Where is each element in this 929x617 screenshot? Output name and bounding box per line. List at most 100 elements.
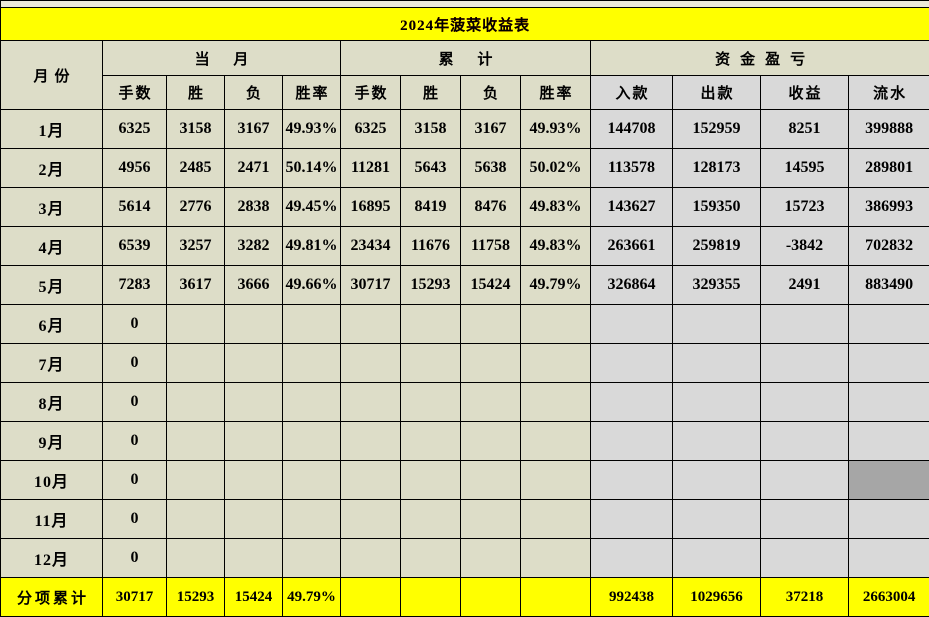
cell-withdraw[interactable]: [673, 539, 761, 578]
cell-cm-hands[interactable]: 0: [103, 344, 167, 383]
cell-withdraw[interactable]: 259819: [673, 227, 761, 266]
cell-month[interactable]: 2月: [1, 149, 103, 188]
cell-cm-loss[interactable]: 3666: [225, 266, 283, 305]
cell-month[interactable]: 9月: [1, 422, 103, 461]
cell-profit[interactable]: [761, 422, 849, 461]
cell-cm-win[interactable]: [167, 461, 225, 500]
cell-withdraw[interactable]: [673, 383, 761, 422]
cell-cm-loss[interactable]: 3167: [225, 110, 283, 149]
cell-month[interactable]: 6月: [1, 305, 103, 344]
cell-cm-winrate[interactable]: [283, 461, 341, 500]
cell-month[interactable]: 5月: [1, 266, 103, 305]
cell-cum-winrate[interactable]: [521, 305, 591, 344]
total-label[interactable]: 分项累计: [1, 578, 103, 617]
cell-turnover[interactable]: 289801: [849, 149, 929, 188]
cell-deposit[interactable]: [591, 500, 673, 539]
cell-cum-loss[interactable]: [461, 500, 521, 539]
cell-turnover[interactable]: 386993: [849, 188, 929, 227]
total-cm-hands[interactable]: 30717: [103, 578, 167, 617]
cell-profit[interactable]: 8251: [761, 110, 849, 149]
cell-month[interactable]: 3月: [1, 188, 103, 227]
cell-cum-hands[interactable]: [341, 344, 401, 383]
cell-withdraw[interactable]: [673, 422, 761, 461]
total-cum-loss[interactable]: [461, 578, 521, 617]
cell-cm-win[interactable]: [167, 383, 225, 422]
cell-cm-hands[interactable]: 0: [103, 539, 167, 578]
cell-withdraw[interactable]: 152959: [673, 110, 761, 149]
cell-cm-win[interactable]: [167, 344, 225, 383]
cell-month[interactable]: 8月: [1, 383, 103, 422]
cell-cum-loss[interactable]: [461, 539, 521, 578]
cell-cum-winrate[interactable]: [521, 461, 591, 500]
cell-cm-win[interactable]: 2776: [167, 188, 225, 227]
cell-turnover[interactable]: [849, 539, 929, 578]
cell-withdraw[interactable]: 159350: [673, 188, 761, 227]
cell-cm-loss[interactable]: [225, 305, 283, 344]
cell-deposit[interactable]: [591, 305, 673, 344]
total-cm-win[interactable]: 15293: [167, 578, 225, 617]
cell-cm-hands[interactable]: 5614: [103, 188, 167, 227]
cell-cum-win[interactable]: [401, 539, 461, 578]
total-deposit[interactable]: 992438: [591, 578, 673, 617]
cell-profit[interactable]: -3842: [761, 227, 849, 266]
cell-cum-hands[interactable]: 11281: [341, 149, 401, 188]
cell-cum-hands[interactable]: [341, 500, 401, 539]
cell-withdraw[interactable]: [673, 344, 761, 383]
cell-cm-loss[interactable]: [225, 539, 283, 578]
cell-turnover[interactable]: 883490: [849, 266, 929, 305]
cell-deposit[interactable]: [591, 344, 673, 383]
cell-cm-winrate[interactable]: 49.45%: [283, 188, 341, 227]
cell-deposit[interactable]: [591, 383, 673, 422]
cell-cm-win[interactable]: [167, 305, 225, 344]
cell-cm-hands[interactable]: 6539: [103, 227, 167, 266]
cell-cm-hands[interactable]: 7283: [103, 266, 167, 305]
cell-cum-win[interactable]: 5643: [401, 149, 461, 188]
cell-cum-loss[interactable]: 11758: [461, 227, 521, 266]
cell-cm-winrate[interactable]: 49.66%: [283, 266, 341, 305]
cell-cum-winrate[interactable]: 49.83%: [521, 188, 591, 227]
cell-cum-winrate[interactable]: [521, 500, 591, 539]
cell-profit[interactable]: [761, 539, 849, 578]
cell-cm-hands[interactable]: 0: [103, 422, 167, 461]
total-withdraw[interactable]: 1029656: [673, 578, 761, 617]
cell-withdraw[interactable]: [673, 500, 761, 539]
cell-month[interactable]: 10月: [1, 461, 103, 500]
cell-deposit[interactable]: [591, 461, 673, 500]
cell-deposit[interactable]: 144708: [591, 110, 673, 149]
cell-cum-hands[interactable]: 23434: [341, 227, 401, 266]
total-turnover[interactable]: 2663004: [849, 578, 929, 617]
cell-cum-win[interactable]: [401, 305, 461, 344]
cell-withdraw[interactable]: 128173: [673, 149, 761, 188]
cell-cum-loss[interactable]: 5638: [461, 149, 521, 188]
cell-cm-loss[interactable]: [225, 344, 283, 383]
total-profit[interactable]: 37218: [761, 578, 849, 617]
cell-cum-loss[interactable]: 15424: [461, 266, 521, 305]
cell-profit[interactable]: [761, 305, 849, 344]
cell-cm-win[interactable]: 3617: [167, 266, 225, 305]
cell-cm-loss[interactable]: [225, 422, 283, 461]
cell-cum-winrate[interactable]: 49.83%: [521, 227, 591, 266]
cell-cm-loss[interactable]: [225, 500, 283, 539]
cell-cum-winrate[interactable]: 49.93%: [521, 110, 591, 149]
cell-cum-winrate[interactable]: 49.79%: [521, 266, 591, 305]
cell-cum-hands[interactable]: [341, 305, 401, 344]
cell-cum-winrate[interactable]: 50.02%: [521, 149, 591, 188]
cell-cum-loss[interactable]: [461, 305, 521, 344]
cell-cum-winrate[interactable]: [521, 344, 591, 383]
total-cum-winrate[interactable]: [521, 578, 591, 617]
cell-cm-loss[interactable]: [225, 383, 283, 422]
cell-cm-hands[interactable]: 0: [103, 461, 167, 500]
cell-profit[interactable]: 2491: [761, 266, 849, 305]
cell-cm-winrate[interactable]: [283, 500, 341, 539]
cell-cum-loss[interactable]: 3167: [461, 110, 521, 149]
cell-turnover[interactable]: [849, 344, 929, 383]
cell-turnover[interactable]: [849, 422, 929, 461]
cell-deposit[interactable]: 113578: [591, 149, 673, 188]
